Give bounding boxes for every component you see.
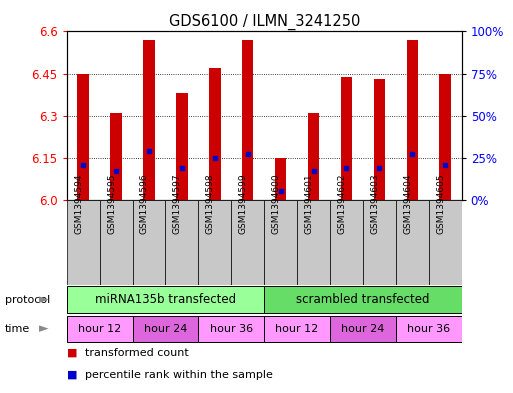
Title: GDS6100 / ILMN_3241250: GDS6100 / ILMN_3241250	[168, 14, 360, 30]
Bar	[110, 113, 122, 200]
Text: ►: ►	[38, 293, 48, 306]
Bar	[132, 316, 199, 342]
Text: scrambled transfected: scrambled transfected	[296, 293, 430, 306]
Bar	[330, 316, 396, 342]
Text: hour 24: hour 24	[341, 324, 385, 334]
Text: ►: ►	[38, 323, 48, 336]
Text: GSM1394600: GSM1394600	[272, 173, 281, 234]
Bar	[341, 77, 352, 200]
Text: GSM1394598: GSM1394598	[206, 173, 215, 234]
Text: protocol: protocol	[5, 295, 50, 305]
Bar	[330, 200, 363, 285]
Bar	[297, 200, 330, 285]
Bar	[396, 316, 462, 342]
Text: hour 36: hour 36	[210, 324, 253, 334]
Bar	[242, 40, 253, 200]
Bar	[165, 200, 199, 285]
Text: miRNA135b transfected: miRNA135b transfected	[95, 293, 236, 306]
Text: percentile rank within the sample: percentile rank within the sample	[85, 369, 272, 380]
Text: hour 24: hour 24	[144, 324, 187, 334]
Text: ■: ■	[67, 369, 77, 380]
Bar	[77, 73, 89, 200]
Text: GSM1394597: GSM1394597	[173, 173, 182, 234]
Bar	[132, 200, 165, 285]
Bar	[176, 94, 188, 200]
Bar	[363, 200, 396, 285]
Bar	[429, 200, 462, 285]
Text: hour 12: hour 12	[275, 324, 319, 334]
Text: GSM1394604: GSM1394604	[403, 174, 412, 234]
Text: hour 12: hour 12	[78, 324, 121, 334]
Bar	[67, 316, 132, 342]
Text: GSM1394599: GSM1394599	[239, 173, 248, 234]
Bar	[396, 200, 429, 285]
Text: GSM1394594: GSM1394594	[74, 174, 83, 234]
Bar	[264, 200, 297, 285]
Bar	[373, 79, 385, 200]
Bar	[308, 113, 319, 200]
Text: hour 36: hour 36	[407, 324, 450, 334]
Bar	[275, 158, 286, 200]
Text: GSM1394596: GSM1394596	[140, 173, 149, 234]
Bar	[67, 200, 100, 285]
Bar	[264, 286, 462, 313]
Bar	[440, 73, 451, 200]
Bar	[199, 200, 231, 285]
Text: time: time	[5, 324, 30, 334]
Bar	[407, 40, 418, 200]
Text: GSM1394605: GSM1394605	[436, 173, 445, 234]
Bar	[143, 40, 155, 200]
Text: GSM1394603: GSM1394603	[370, 173, 380, 234]
Text: GSM1394601: GSM1394601	[305, 173, 313, 234]
Bar	[231, 200, 264, 285]
Bar	[100, 200, 132, 285]
Text: transformed count: transformed count	[85, 348, 188, 358]
Bar	[67, 286, 264, 313]
Bar	[209, 68, 221, 200]
Bar	[264, 316, 330, 342]
Text: GSM1394602: GSM1394602	[338, 174, 346, 234]
Text: ■: ■	[67, 348, 77, 358]
Text: GSM1394595: GSM1394595	[107, 173, 116, 234]
Bar	[199, 316, 264, 342]
